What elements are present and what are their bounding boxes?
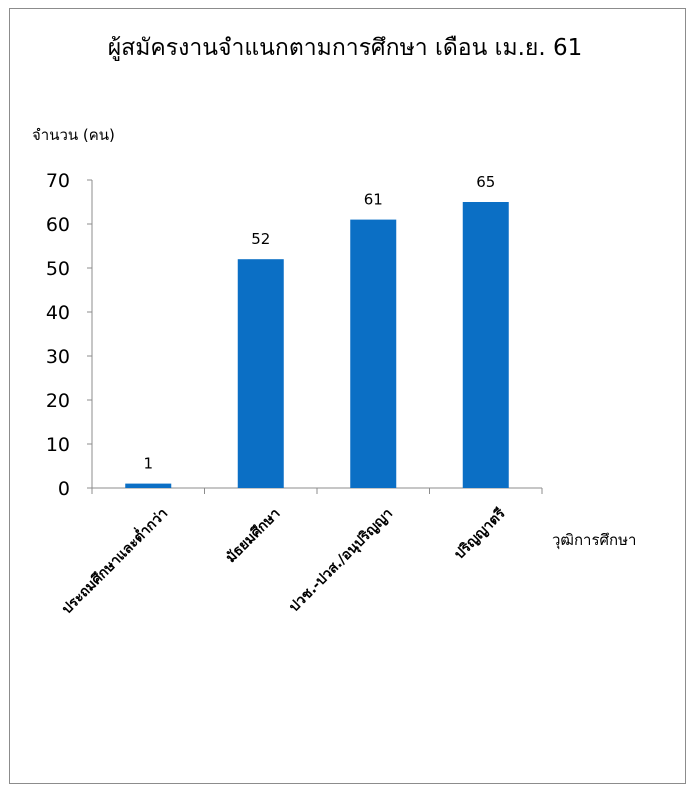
chart-frame xyxy=(9,8,686,784)
y-tick-label: 40 xyxy=(46,302,70,324)
y-tick-label: 30 xyxy=(46,346,70,368)
bar xyxy=(125,483,172,488)
y-tick-label: 10 xyxy=(46,434,70,456)
bar xyxy=(350,219,397,488)
y-tick-label: 70 xyxy=(46,170,70,192)
bar xyxy=(237,259,284,488)
category-label: ประถมศึกษาและต่ำกว่า xyxy=(57,503,171,617)
data-label: 52 xyxy=(251,230,270,248)
x-axis-label: วุฒิการศึกษา xyxy=(552,531,637,549)
chart-title: ผู้สมัครงานจำแนกตามการศึกษา เดือน เม.ย. … xyxy=(107,35,583,61)
y-tick-label: 20 xyxy=(46,390,70,412)
y-tick-label: 60 xyxy=(46,214,70,236)
data-label: 65 xyxy=(476,173,495,191)
y-tick-label: 50 xyxy=(46,258,70,280)
y-axis-label: จำนวน (คน) xyxy=(32,126,115,144)
category-label: ปริญญาตรี xyxy=(451,505,508,562)
data-label: 61 xyxy=(364,191,383,209)
category-label: มัธยมศึกษา xyxy=(222,505,283,566)
bar xyxy=(462,202,509,488)
data-label: 1 xyxy=(143,455,153,473)
category-label: ปวช.-ปวส./อนุปริญญา xyxy=(286,506,396,616)
y-tick-label: 0 xyxy=(58,478,70,500)
